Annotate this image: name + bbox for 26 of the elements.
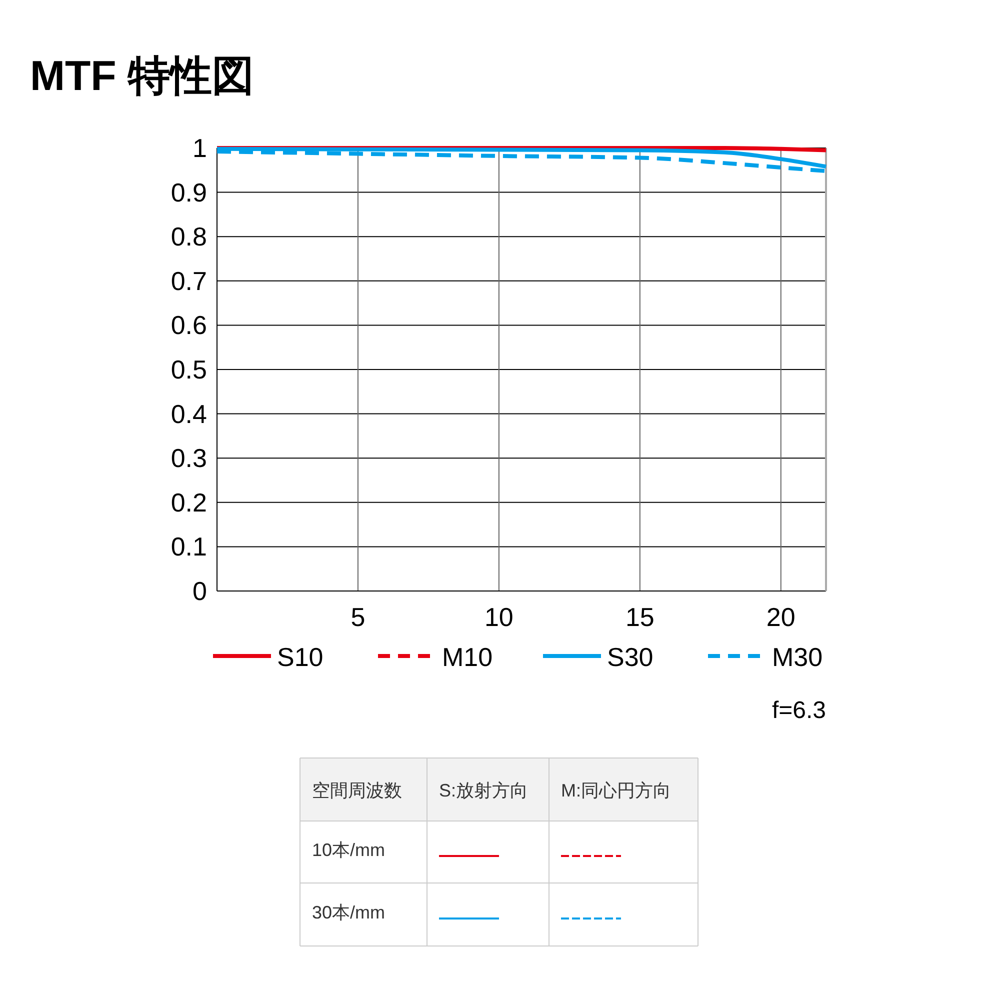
y-tick-label: 0.3: [170, 443, 207, 474]
y-tick-label: 0.1: [170, 532, 207, 562]
y-tick-label: 0: [192, 576, 207, 606]
y-tick-label: 0.2: [170, 487, 207, 518]
x-tick-label: 20: [766, 602, 796, 632]
chart-title: MTF 特性図: [30, 52, 254, 99]
legend-label: M10: [442, 642, 493, 672]
text: f=6.3: [772, 697, 826, 724]
x-tick-label: 5: [350, 602, 366, 632]
y-tick-label: 0.5: [170, 354, 207, 384]
text: M:同心円方向: [561, 780, 671, 800]
y-tick-label: 0.8: [170, 222, 207, 252]
text: 空間周波数: [312, 780, 402, 800]
text: 30本/mm: [312, 902, 386, 922]
text: 10本/mm: [312, 840, 386, 860]
x-tick-label: 15: [625, 602, 654, 632]
y-tick-label: 0.6: [170, 310, 207, 340]
y-tick-label: 0.7: [170, 266, 207, 296]
legend-label: S10: [277, 642, 324, 672]
y-tick-label: 1: [192, 133, 207, 163]
y-tick-label: 0.9: [170, 177, 207, 208]
legend-label: S30: [607, 642, 654, 672]
text: S:放射方向: [439, 780, 528, 800]
y-tick-label: 0.4: [170, 398, 207, 429]
x-tick-label: 10: [484, 602, 514, 632]
legend-label: M30: [772, 642, 823, 672]
